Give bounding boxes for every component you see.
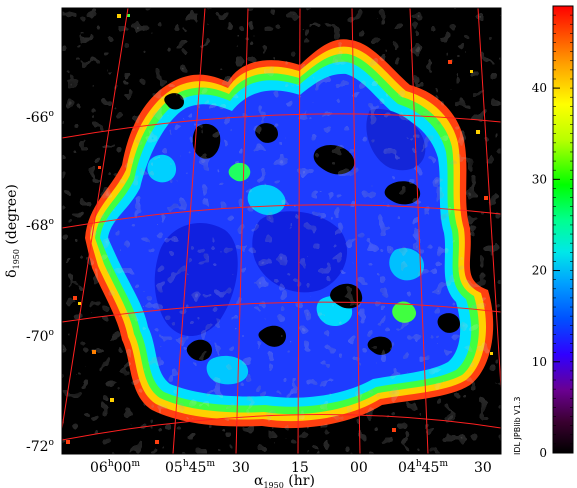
x-tick-label: 04h45m (398, 459, 448, 476)
colorbar-major-ticks: 0 10 20 30 40 (532, 81, 560, 460)
ra-line-4 (297, 8, 301, 454)
x-tick-labels: 06h00m 05h45m 30 15 00 04h45m 30 (90, 459, 492, 476)
x-tick-label: 06h00m (90, 459, 140, 476)
colorbar-gradient (552, 5, 574, 454)
dec-line-68 (62, 204, 501, 229)
map-frame (61, 7, 502, 455)
x-axis-label: α1950 (hr) (254, 473, 315, 488)
scattered-pixels (66, 14, 493, 444)
x-tick-label: 05h45m (165, 459, 215, 476)
colorbar-tick-label: 20 (532, 264, 547, 278)
ra-line-6 (409, 8, 429, 454)
dec-line-66 (62, 113, 501, 139)
y-tick-label: -68o (26, 217, 54, 234)
colorbar-tick-label: 0 (539, 446, 547, 460)
colorbar: 0 10 20 30 40 (532, 5, 574, 460)
y-tick-label: -72o (26, 438, 54, 455)
colorbar-tick-label: 10 (532, 355, 547, 369)
y-tick-label: -66o (26, 109, 54, 126)
x-tick-label: 30 (232, 460, 250, 476)
x-tick-label: 15 (291, 460, 309, 476)
dec-line-72 (62, 414, 501, 441)
y-tick-labels: -66o -68o -70o -72o (26, 109, 54, 455)
dec-line-70 (62, 301, 501, 323)
y-axis-label: δ1950 (degree) (4, 184, 21, 278)
ra-line-1 (62, 8, 129, 432)
ra-line-5 (351, 8, 361, 454)
ra-line-2 (172, 8, 206, 454)
colorbar-tick-label: 30 (532, 172, 547, 186)
pixel-speckle (62, 8, 501, 454)
colorbar-tick-label: 40 (532, 81, 547, 95)
x-tick-label: 30 (474, 460, 492, 476)
ra-line-3 (235, 8, 249, 454)
software-credit: IDL JPBlib V1.3 (513, 397, 522, 455)
map-panel (62, 8, 501, 454)
y-tick-label: -70o (26, 328, 54, 345)
x-tick-label: 00 (350, 460, 368, 476)
